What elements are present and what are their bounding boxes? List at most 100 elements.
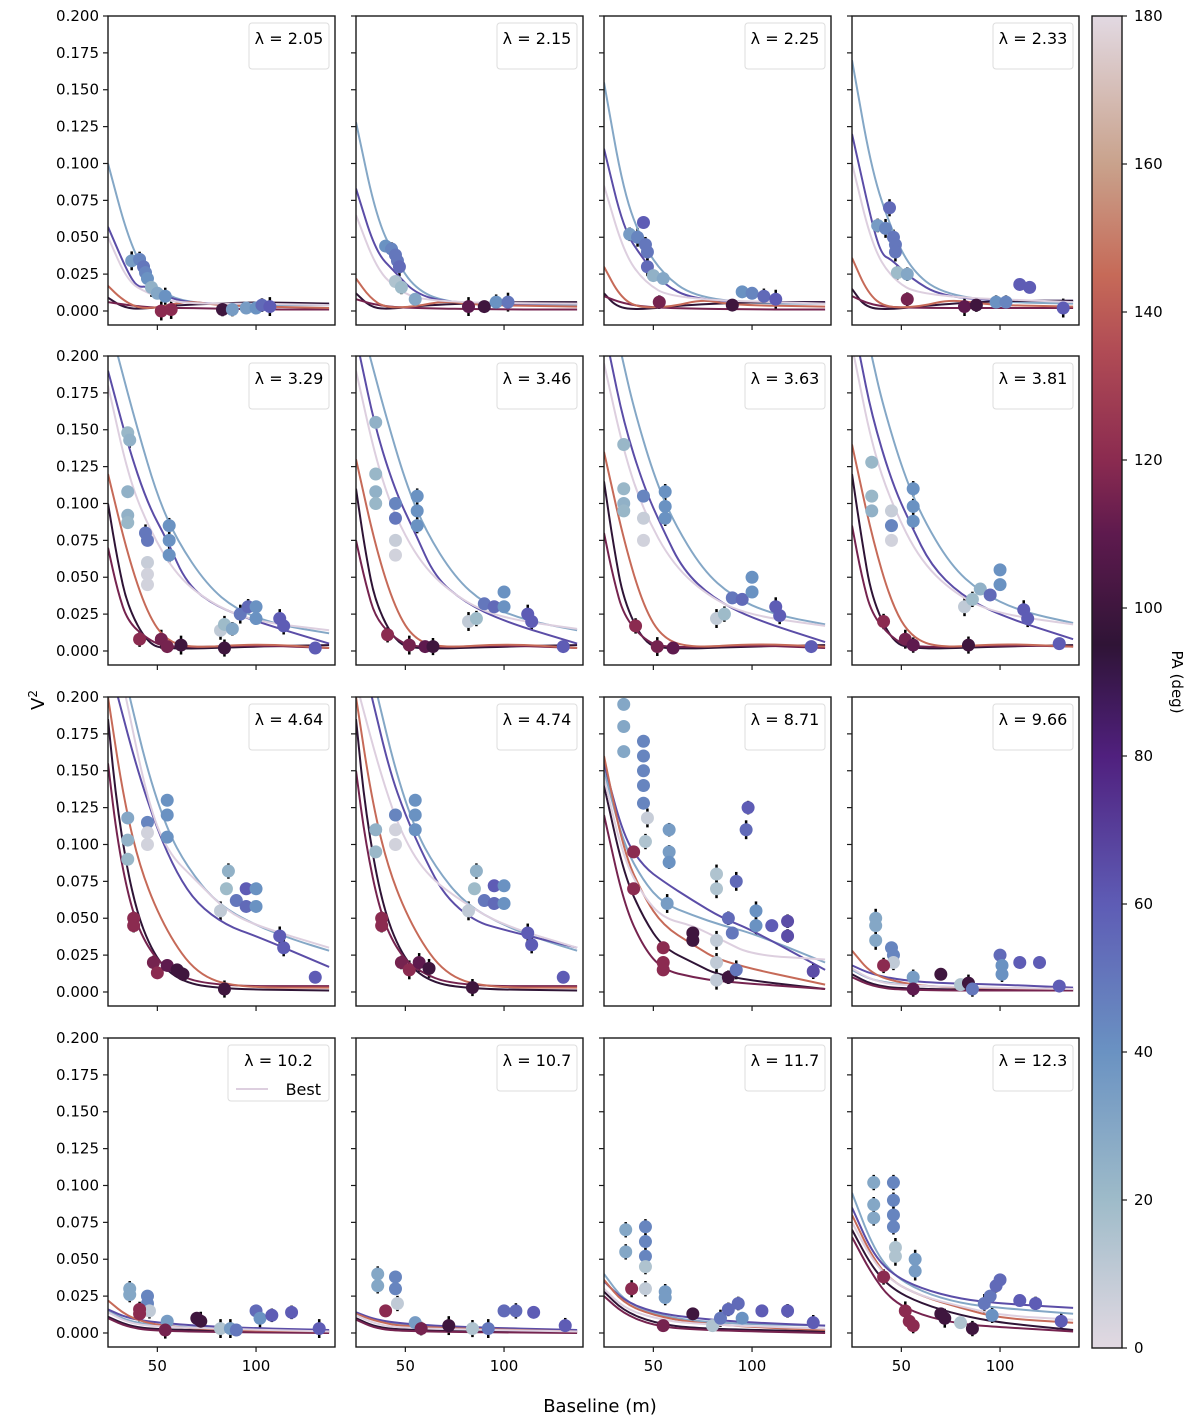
wavelength-label: λ = 2.25 bbox=[751, 29, 820, 48]
data-point bbox=[636, 778, 650, 792]
best-model-curve bbox=[604, 1287, 826, 1330]
x-tick-label: 100 bbox=[738, 1357, 767, 1375]
data-point bbox=[710, 882, 724, 896]
data-point bbox=[369, 823, 383, 837]
data-point bbox=[558, 1319, 572, 1333]
panel: 0.000 0.025 0.050 0.075 0.100 0.125 0.150 0.175… bbox=[56, 688, 336, 1011]
panel: λ = 3.46 bbox=[351, 355, 584, 670]
data-point bbox=[123, 433, 137, 447]
data-point bbox=[160, 958, 174, 972]
data-point bbox=[906, 514, 920, 528]
data-point bbox=[140, 555, 154, 569]
y-tick-label: 0.125 bbox=[56, 799, 99, 817]
model-curve-pa-65 bbox=[116, 697, 330, 968]
data-point bbox=[229, 1323, 243, 1337]
data-point bbox=[884, 533, 898, 547]
data-point bbox=[194, 1314, 208, 1328]
panel-legend: λ = 10.2 Best bbox=[227, 1044, 330, 1102]
model-curve-pa-30 bbox=[108, 163, 330, 307]
data-point bbox=[408, 823, 422, 837]
data-point bbox=[217, 982, 231, 996]
plot-area bbox=[852, 356, 1074, 654]
data-point bbox=[900, 292, 914, 306]
data-point bbox=[221, 864, 235, 878]
panel-legend: λ = 12.3 bbox=[992, 1044, 1074, 1092]
wavelength-label: λ = 4.74 bbox=[503, 710, 572, 729]
wavelength-label: λ = 2.33 bbox=[999, 29, 1068, 48]
data-point bbox=[993, 1273, 1007, 1287]
data-point bbox=[993, 948, 1007, 962]
wavelength-label: λ = 10.7 bbox=[503, 1051, 572, 1070]
data-point bbox=[121, 516, 135, 530]
panel-grid: 0.000 0.025 0.050 0.075 0.100 0.125 0.150 0.175… bbox=[56, 7, 1080, 1375]
data-point bbox=[781, 929, 795, 943]
legend-box bbox=[992, 703, 1074, 751]
model-curve-pa-145 bbox=[604, 266, 826, 309]
data-point bbox=[312, 1322, 326, 1336]
data-point bbox=[741, 801, 755, 815]
colorbar-gradient bbox=[1091, 15, 1123, 1349]
plot-area bbox=[356, 121, 578, 317]
x-tick-label: 50 bbox=[396, 1357, 415, 1375]
data-point bbox=[265, 1308, 279, 1322]
panel: 0.000 0.025 0.050 0.075 0.100 0.125 0.150 0.175… bbox=[56, 7, 336, 330]
y-tick-label: 0.200 bbox=[56, 347, 99, 365]
data-point bbox=[277, 619, 291, 633]
plot-area bbox=[852, 60, 1074, 318]
data-point bbox=[773, 609, 787, 623]
data-point bbox=[249, 899, 263, 913]
panel-frame bbox=[603, 1037, 832, 1348]
data-point bbox=[906, 499, 920, 513]
panel-legend: λ = 4.74 bbox=[496, 703, 578, 751]
panel: 0.000 0.025 0.050 0.075 0.100 0.125 0.150 0.175… bbox=[56, 1029, 336, 1375]
model-curve-pa-95 bbox=[604, 1290, 826, 1333]
wavelength-label: λ = 11.7 bbox=[751, 1051, 820, 1070]
colorbar-tick-label: 60 bbox=[1134, 895, 1153, 913]
wavelength-label: λ = 4.64 bbox=[255, 710, 324, 729]
data-point bbox=[666, 641, 680, 655]
data-point bbox=[369, 845, 383, 859]
data-point bbox=[229, 894, 243, 908]
data-point bbox=[465, 981, 479, 995]
legend-box bbox=[496, 1044, 578, 1092]
data-point bbox=[781, 1304, 795, 1318]
data-point bbox=[1056, 301, 1070, 315]
model-curve-pa-95 bbox=[852, 1229, 1074, 1331]
model-curve-pa-95 bbox=[852, 973, 1074, 992]
data-point bbox=[886, 1193, 900, 1207]
data-point bbox=[556, 640, 570, 654]
legend-box bbox=[992, 22, 1074, 70]
legend-box bbox=[248, 703, 330, 751]
data-point bbox=[636, 215, 650, 229]
data-point bbox=[865, 504, 879, 518]
panel: λ = 2.15 bbox=[351, 15, 584, 330]
data-point bbox=[146, 955, 160, 969]
colorbar-tick-label: 120 bbox=[1134, 451, 1163, 469]
panel-frame bbox=[851, 355, 1080, 666]
data-point bbox=[369, 496, 383, 510]
data-point bbox=[958, 300, 972, 314]
best-model-curve bbox=[108, 1311, 330, 1333]
panel-frame bbox=[851, 696, 1080, 1007]
legend-box bbox=[496, 362, 578, 410]
model-curve-pa-95 bbox=[604, 785, 826, 990]
data-point bbox=[525, 614, 539, 628]
panel-legend: λ = 3.29 bbox=[248, 362, 330, 410]
data-point bbox=[717, 607, 731, 621]
data-point bbox=[888, 245, 902, 259]
data-point bbox=[686, 933, 700, 947]
panel: λ = 3.63 bbox=[599, 355, 832, 670]
data-point bbox=[410, 489, 424, 503]
data-point bbox=[638, 1282, 652, 1296]
data-point bbox=[426, 640, 440, 654]
data-point bbox=[886, 1176, 900, 1190]
panel: 50 100 λ = 12.3 bbox=[847, 1037, 1080, 1375]
data-point bbox=[658, 511, 672, 525]
wavelength-label: λ = 3.46 bbox=[503, 369, 572, 388]
y-tick-label: 0.050 bbox=[56, 568, 99, 586]
model-curve-pa-65 bbox=[604, 763, 826, 971]
model-curve-pa-145 bbox=[604, 755, 826, 986]
panel: 0.000 0.025 0.050 0.075 0.100 0.125 0.150 0.175… bbox=[56, 347, 336, 670]
panel-frame bbox=[355, 355, 584, 666]
data-point bbox=[640, 245, 654, 259]
